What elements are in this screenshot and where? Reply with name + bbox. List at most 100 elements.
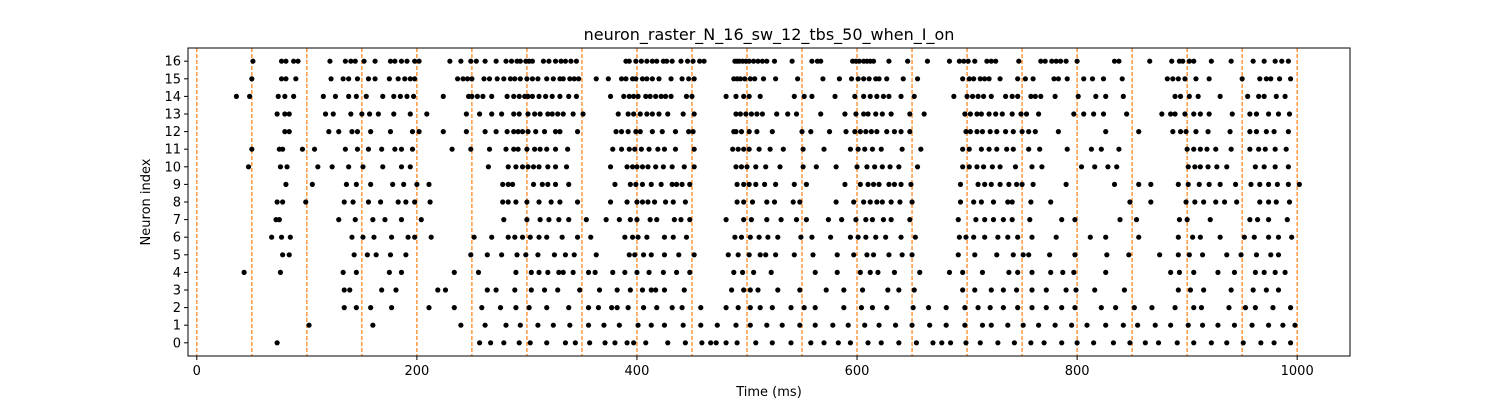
spike-point — [975, 305, 981, 311]
spike-point — [277, 269, 284, 275]
spike-point — [375, 111, 381, 117]
spike-point — [682, 199, 688, 205]
y-tick-label: 8 — [173, 196, 181, 211]
spike-point — [978, 199, 984, 205]
spike-point — [1006, 181, 1012, 187]
spike-point — [1201, 199, 1207, 205]
spike-point — [1197, 146, 1203, 152]
spike-point — [851, 252, 857, 258]
spike-point — [1176, 217, 1183, 223]
spike-point — [659, 129, 665, 135]
spike-point — [870, 58, 877, 64]
spike-point — [1105, 164, 1111, 170]
spike-point — [797, 199, 803, 205]
spike-point — [866, 76, 872, 82]
spike-point — [879, 199, 885, 205]
spike-point — [640, 252, 647, 258]
spike-point — [249, 146, 255, 152]
spike-point — [960, 146, 966, 152]
spike-point — [605, 76, 611, 82]
spike-point — [801, 93, 807, 99]
spike-point — [1023, 111, 1030, 117]
spike-point — [733, 111, 739, 117]
spike-point — [1127, 340, 1133, 346]
spike-point — [671, 217, 677, 223]
spike-point — [552, 146, 559, 152]
spike-point — [747, 322, 753, 328]
spike-point — [513, 305, 519, 311]
spike-point — [241, 269, 247, 275]
spike-point — [993, 111, 999, 117]
spike-point — [468, 58, 474, 64]
spike-point — [1111, 58, 1118, 64]
spike-point — [493, 287, 499, 293]
spike-point — [449, 146, 455, 152]
spike-point — [528, 269, 534, 275]
spike-point — [852, 129, 858, 135]
spike-point — [1234, 199, 1240, 205]
spike-point — [649, 111, 655, 117]
spike-point — [372, 76, 378, 82]
spike-point — [1177, 129, 1184, 135]
spike-point — [1000, 287, 1006, 293]
spike-point — [755, 58, 761, 64]
spike-point — [855, 76, 861, 82]
spike-point — [634, 164, 640, 170]
spike-point — [481, 76, 487, 82]
spike-point — [1049, 58, 1055, 64]
spike-point — [529, 58, 536, 64]
spike-point — [862, 322, 868, 328]
spike-point — [1059, 340, 1065, 346]
spike-point — [1217, 93, 1223, 99]
spike-point — [1060, 269, 1066, 275]
spike-point — [1009, 199, 1015, 205]
spike-point — [1020, 252, 1026, 258]
spike-point — [544, 340, 550, 346]
spike-point — [1208, 58, 1214, 64]
spike-point — [1133, 217, 1140, 223]
spike-point — [631, 93, 637, 99]
spike-point — [303, 199, 309, 205]
spike-point — [508, 58, 515, 64]
spike-point — [733, 322, 739, 328]
spike-point — [714, 322, 720, 328]
spike-point — [649, 76, 655, 82]
spike-point — [857, 181, 863, 187]
spike-point — [643, 340, 649, 346]
spike-point — [284, 164, 290, 170]
spike-point — [669, 305, 675, 311]
spike-point — [731, 269, 737, 275]
spike-point — [756, 146, 762, 152]
spike-point — [351, 252, 357, 258]
spike-point — [851, 199, 857, 205]
spike-point — [1185, 164, 1191, 170]
spike-point — [1029, 305, 1035, 311]
spike-point — [278, 76, 285, 82]
spike-point — [660, 269, 666, 275]
spike-point — [791, 252, 797, 258]
spike-point — [759, 58, 765, 64]
spike-point — [669, 58, 675, 64]
spike-point — [733, 164, 739, 170]
spike-point — [791, 93, 797, 99]
spike-point — [1029, 269, 1035, 275]
spike-point — [861, 199, 867, 205]
spike-point — [622, 269, 628, 275]
spike-point — [610, 269, 616, 275]
spike-point — [964, 93, 970, 99]
spike-point — [326, 129, 332, 135]
spike-point — [863, 234, 869, 240]
y-tick-label: 11 — [164, 143, 181, 158]
spike-point — [416, 58, 422, 64]
spike-point — [501, 76, 507, 82]
spike-point — [1183, 199, 1189, 205]
spike-point — [1018, 111, 1024, 117]
spike-point — [855, 146, 861, 152]
spike-point — [1175, 287, 1181, 293]
spike-point — [691, 111, 697, 117]
spike-point — [1206, 111, 1212, 117]
spike-point — [651, 199, 658, 205]
spike-point — [687, 217, 693, 223]
spike-point — [799, 129, 805, 135]
spike-point — [623, 76, 629, 82]
